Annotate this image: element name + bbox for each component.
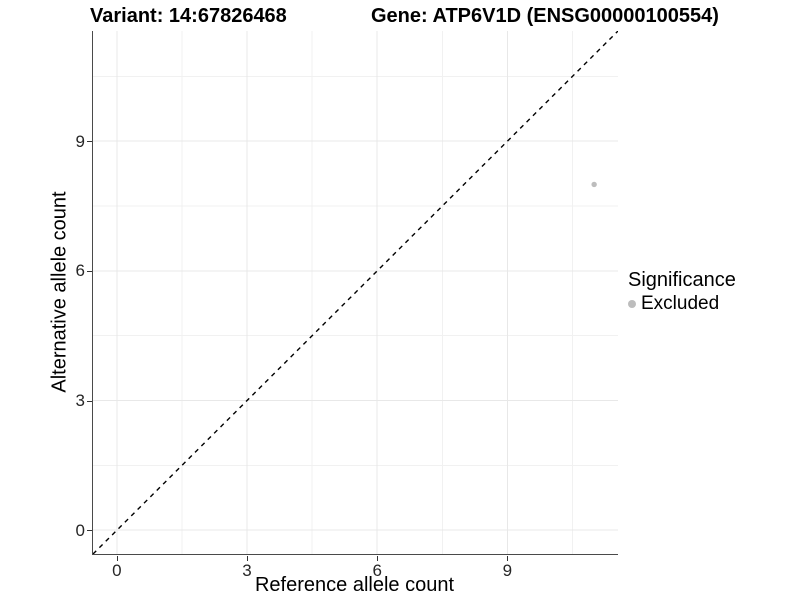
variant-title: Variant: 14:67826468 — [90, 5, 287, 27]
plot-panel — [92, 31, 618, 555]
legend-title: Significance — [628, 269, 736, 291]
identity-line — [93, 31, 618, 554]
x-tick-mark — [116, 555, 118, 561]
x-tick-label: 9 — [502, 561, 513, 580]
data-point — [591, 181, 597, 188]
legend-item-label: Excluded — [641, 293, 720, 314]
x-tick-label: 3 — [242, 561, 252, 580]
x-tick-label: 6 — [372, 561, 382, 580]
x-tick-mark — [247, 555, 249, 561]
x-tick-mark — [507, 555, 509, 561]
y-tick-mark — [87, 270, 92, 272]
legend: Significance Excluded — [628, 268, 736, 315]
y-axis-title: Alternative allele count — [48, 191, 71, 393]
panel-canvas — [93, 31, 618, 554]
y-tick-label: 3 — [75, 391, 85, 411]
y-tick-label: 0 — [75, 520, 85, 540]
y-tick-mark — [87, 530, 92, 532]
y-tick-label: 6 — [75, 261, 85, 281]
gene-title: Gene: ATP6V1D (ENSG00000100554) — [371, 5, 719, 27]
excluded-dot-icon — [628, 300, 636, 308]
y-tick-mark — [87, 141, 92, 143]
legend-item-excluded: Excluded — [628, 293, 736, 315]
x-tick-label: 0 — [112, 561, 122, 580]
y-tick-mark — [87, 400, 92, 402]
x-tick-mark — [377, 555, 379, 561]
y-tick-label: 9 — [75, 131, 85, 151]
x-axis-title: Reference allele count — [254, 574, 454, 596]
